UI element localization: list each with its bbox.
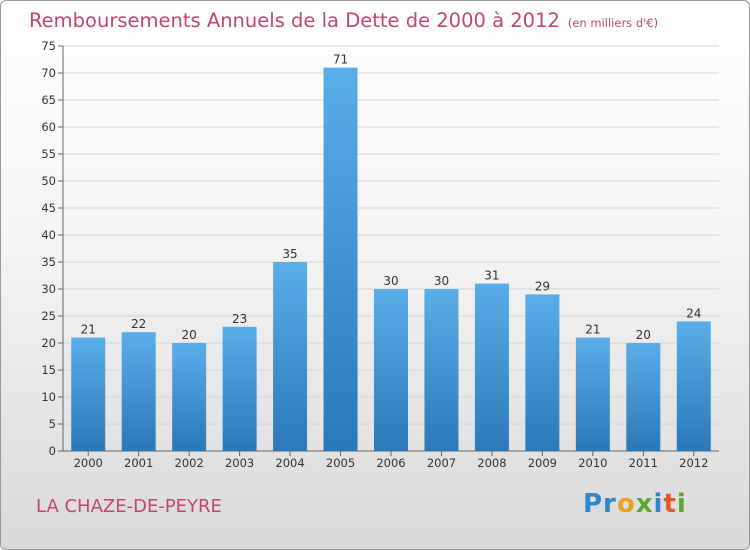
data-label: 30 — [383, 274, 398, 288]
x-tick-label: 2003 — [225, 456, 254, 470]
y-tick-label: 65 — [41, 93, 56, 107]
bar-2003 — [222, 326, 257, 451]
chart-title-text: Remboursements Annuels de la Dette de 20… — [29, 9, 560, 32]
bar-2012 — [676, 321, 711, 451]
bar-2004 — [273, 262, 308, 451]
x-tick-label: 2010 — [578, 456, 607, 470]
commune-name: LA CHAZE-DE-PEYRE — [36, 496, 222, 517]
data-label: 29 — [535, 279, 550, 293]
bar-2000 — [71, 337, 106, 451]
bar-2009 — [525, 294, 560, 451]
y-tick-label: 45 — [41, 201, 56, 215]
y-tick-label: 60 — [41, 120, 56, 134]
y-tick-label: 40 — [41, 228, 56, 242]
bar-2007 — [424, 289, 459, 451]
y-tick-label: 30 — [41, 282, 56, 296]
proxiti-logo: Proxiti — [583, 489, 687, 519]
y-tick-label: 70 — [41, 66, 56, 80]
labels: 0 5 10 15 20 25 30 35 40 45 50 55 60 65 70 75 21 2000 22 20… — [41, 39, 708, 470]
data-label: 22 — [131, 317, 146, 331]
x-tick-label: 2011 — [629, 456, 658, 470]
data-label: 31 — [484, 269, 499, 283]
data-label: 71 — [333, 53, 348, 67]
bar-2005 — [323, 67, 358, 451]
x-tick-label: 2002 — [175, 456, 204, 470]
x-tick-label: 2005 — [326, 456, 355, 470]
y-tick-label: 50 — [41, 174, 56, 188]
y-tick-label: 55 — [41, 147, 56, 161]
data-label: 20 — [636, 328, 651, 342]
y-tick-label: 15 — [41, 363, 56, 377]
data-label: 23 — [232, 312, 247, 326]
bar-2006 — [374, 289, 408, 451]
bars — [71, 67, 711, 451]
y-tick-label: 25 — [41, 309, 56, 323]
y-tick-label: 75 — [41, 39, 56, 53]
bar-2008 — [474, 283, 509, 451]
y-tick-label: 5 — [49, 417, 56, 431]
x-tick-label: 2012 — [679, 456, 708, 470]
data-label: 21 — [585, 323, 600, 337]
chart-title: Remboursements Annuels de la Dette de 20… — [29, 9, 658, 32]
x-tick-label: 2000 — [74, 456, 103, 470]
x-tick-label: 2004 — [275, 456, 304, 470]
x-tick-label: 2009 — [528, 456, 557, 470]
y-tick-label: 10 — [41, 390, 56, 404]
chart-subtitle: (en milliers d'€) — [567, 16, 659, 30]
x-tick-label: 2001 — [124, 456, 153, 470]
data-label: 24 — [686, 306, 701, 320]
x-tick-label: 2007 — [427, 456, 456, 470]
data-label: 30 — [434, 274, 449, 288]
x-tick-label: 2006 — [376, 456, 405, 470]
y-tick-label: 35 — [41, 255, 56, 269]
bar-2010 — [575, 337, 610, 451]
bar-2001 — [121, 332, 156, 451]
y-tick-label: 20 — [41, 336, 56, 350]
y-tick-label: 0 — [49, 444, 56, 458]
data-label: 21 — [81, 323, 96, 337]
bar-2002 — [172, 343, 207, 451]
data-label: 20 — [182, 328, 197, 342]
x-tick-label: 2008 — [477, 456, 506, 470]
data-label: 35 — [282, 247, 297, 261]
bar-2011 — [626, 343, 661, 451]
